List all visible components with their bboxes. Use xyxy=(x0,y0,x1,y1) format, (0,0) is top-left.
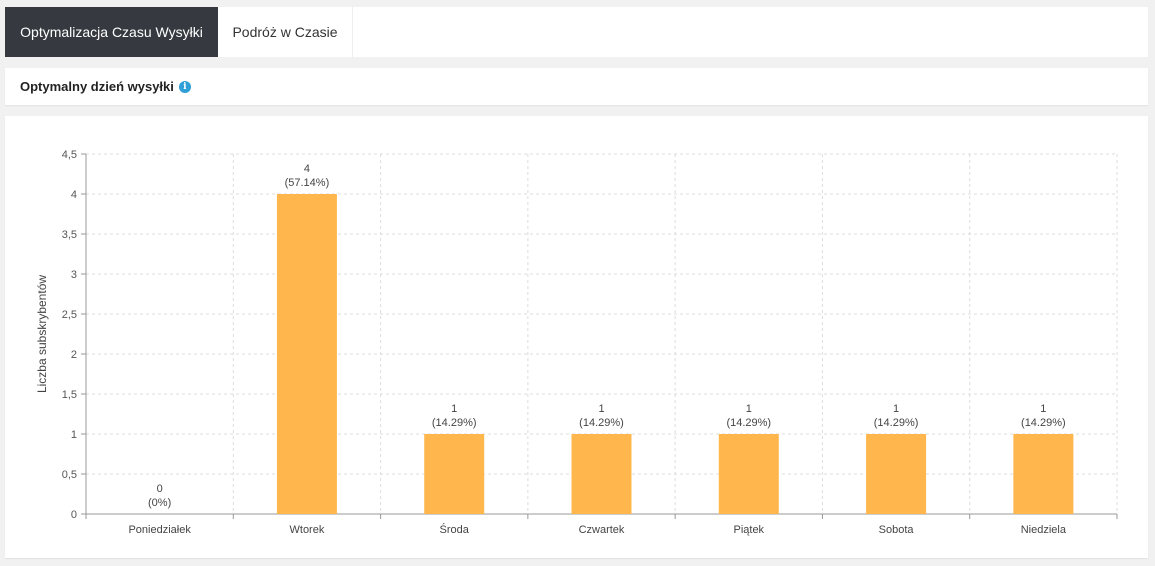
data-label-value: 1 xyxy=(598,403,604,415)
tab-bar: Optymalizacja Czasu Wysyłki Podróż w Cza… xyxy=(5,7,1148,57)
x-category-label: Poniedziałek xyxy=(128,524,191,536)
data-label-percent: (14.29%) xyxy=(874,417,919,429)
data-label-percent: (0%) xyxy=(148,497,171,509)
y-tick-label: 4 xyxy=(71,189,77,201)
data-label-percent: (14.29%) xyxy=(432,417,477,429)
chart-panel: 0 0,5 1 1,5 2 2,5 3 3,5 4 4,5 0 (0%) Poniedziałek 4 (5… xyxy=(5,116,1148,558)
data-label-value: 1 xyxy=(746,403,752,415)
x-category-label: Niedziela xyxy=(1021,524,1067,536)
tab-time-travel[interactable]: Podróż w Czasie xyxy=(218,7,353,57)
y-tick-label: 0 xyxy=(71,509,77,521)
bar-chart: 0 0,5 1 1,5 2 2,5 3 3,5 4 4,5 0 (0%) Poniedziałek 4 (5… xyxy=(35,149,1118,536)
bar xyxy=(718,434,779,514)
y-tick-label: 0,5 xyxy=(62,469,77,481)
data-label-percent: (14.29%) xyxy=(726,417,771,429)
data-label-value: 0 xyxy=(157,483,163,495)
tab-send-time-optimization[interactable]: Optymalizacja Czasu Wysyłki xyxy=(5,7,218,57)
y-tick-label: 3 xyxy=(71,269,77,281)
data-label-value: 1 xyxy=(451,403,457,415)
info-circle-icon[interactable]: i xyxy=(178,80,191,93)
bar xyxy=(276,194,337,514)
y-tick-label: 4,5 xyxy=(62,149,77,161)
y-tick-label: 1,5 xyxy=(62,389,77,401)
panel-title: Optymalny dzień wysyłki xyxy=(20,79,174,94)
y-tick-label: 2,5 xyxy=(62,309,77,321)
bar xyxy=(571,434,632,514)
y-axis-title: Liczba subskrybentów xyxy=(35,275,49,393)
data-label-percent: (14.29%) xyxy=(579,417,624,429)
bar xyxy=(866,434,927,514)
y-tick-label: 3,5 xyxy=(62,229,77,241)
y-tick-label: 1 xyxy=(71,429,77,441)
bar xyxy=(1013,434,1074,514)
x-category-label: Czwartek xyxy=(579,524,625,536)
x-category-label: Środa xyxy=(440,523,470,536)
data-label-value: 1 xyxy=(893,403,899,415)
panel-header: Optymalny dzień wysyłki i xyxy=(5,68,1148,105)
x-category-label: Wtorek xyxy=(290,524,325,536)
x-category-label: Piątek xyxy=(733,524,764,536)
data-label-value: 1 xyxy=(1040,403,1046,415)
y-tick-label: 2 xyxy=(71,349,77,361)
x-category-label: Sobota xyxy=(879,524,915,536)
bar xyxy=(424,434,485,514)
data-label-value: 4 xyxy=(304,163,310,175)
data-label-percent: (14.29%) xyxy=(1021,417,1066,429)
data-label-percent: (57.14%) xyxy=(285,177,330,189)
